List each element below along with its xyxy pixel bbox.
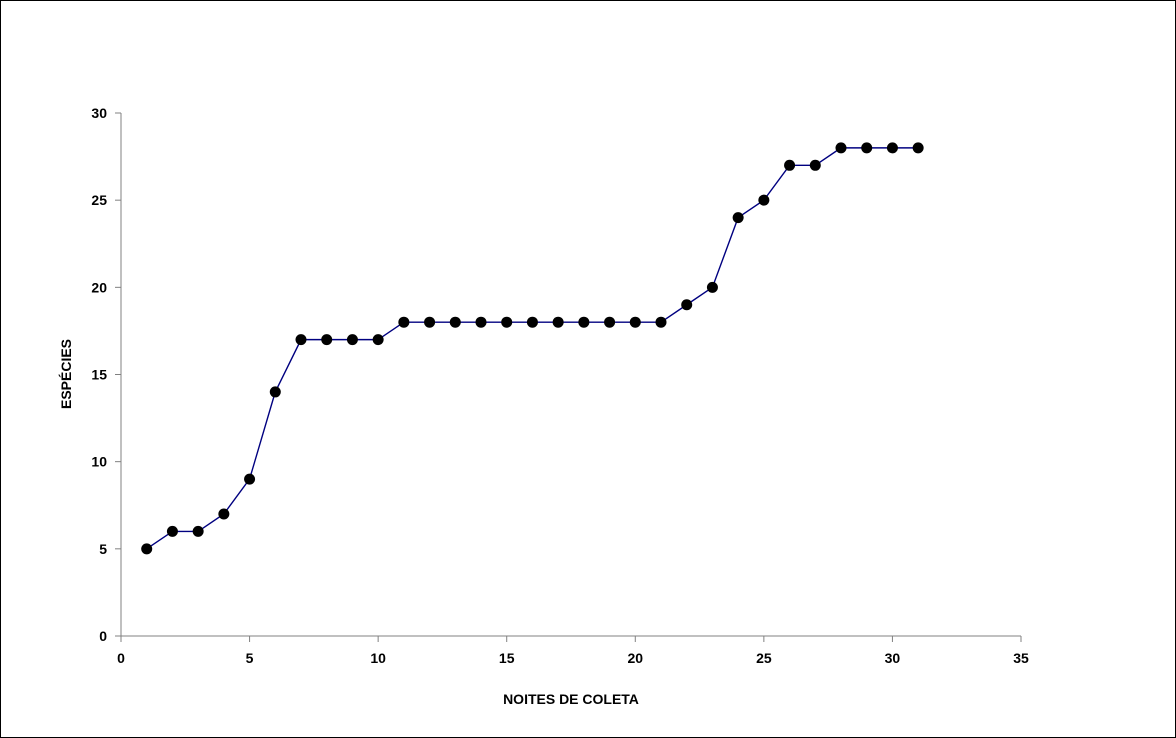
data-point (732, 212, 744, 224)
data-point (372, 334, 384, 346)
data-point (552, 316, 564, 328)
data-point (218, 508, 230, 520)
data-point (475, 316, 487, 328)
data-point (244, 473, 256, 485)
data-point (295, 334, 307, 346)
y-tick-label: 5 (99, 541, 107, 557)
data-point (784, 159, 796, 171)
data-point (166, 525, 178, 537)
y-tick-label: 20 (91, 279, 107, 295)
data-point (192, 525, 204, 537)
y-axis-ticks: 0 5 10 15 20 25 30 (91, 105, 121, 644)
data-point (141, 543, 153, 555)
y-axis-label: ESPÉCIES (58, 339, 74, 409)
x-tick-label: 25 (756, 650, 772, 666)
series-line (146, 147, 919, 550)
data-point (629, 316, 641, 328)
data-point (501, 316, 513, 328)
y-tick-label: 25 (91, 192, 107, 208)
data-point (526, 316, 538, 328)
data-point (809, 159, 821, 171)
data-point (912, 142, 924, 154)
y-tick-label: 10 (91, 454, 107, 470)
data-point (604, 316, 616, 328)
data-point (655, 316, 667, 328)
data-point (398, 316, 410, 328)
x-tick-label: 20 (627, 650, 643, 666)
data-point (861, 142, 873, 154)
y-tick-label: 30 (91, 105, 107, 121)
x-axis-label: NOITES DE COLETA (503, 691, 639, 707)
data-point (424, 316, 436, 328)
x-tick-label: 15 (499, 650, 515, 666)
x-tick-label: 0 (117, 650, 125, 666)
data-point (449, 316, 461, 328)
data-point (321, 334, 333, 346)
data-point (835, 142, 847, 154)
data-point (758, 194, 770, 206)
y-tick-label: 0 (99, 628, 107, 644)
data-point (681, 299, 693, 311)
data-point (578, 316, 590, 328)
data-point (706, 281, 718, 293)
data-point (346, 334, 358, 346)
series-markers (141, 142, 924, 555)
x-axis-ticks: 0 5 10 15 20 25 30 35 (117, 636, 1029, 666)
x-tick-label: 35 (1013, 650, 1029, 666)
data-point (269, 386, 281, 398)
x-tick-label: 5 (246, 650, 254, 666)
x-tick-label: 30 (885, 650, 901, 666)
y-tick-label: 15 (91, 367, 107, 383)
x-tick-label: 10 (370, 650, 386, 666)
data-point (886, 142, 898, 154)
